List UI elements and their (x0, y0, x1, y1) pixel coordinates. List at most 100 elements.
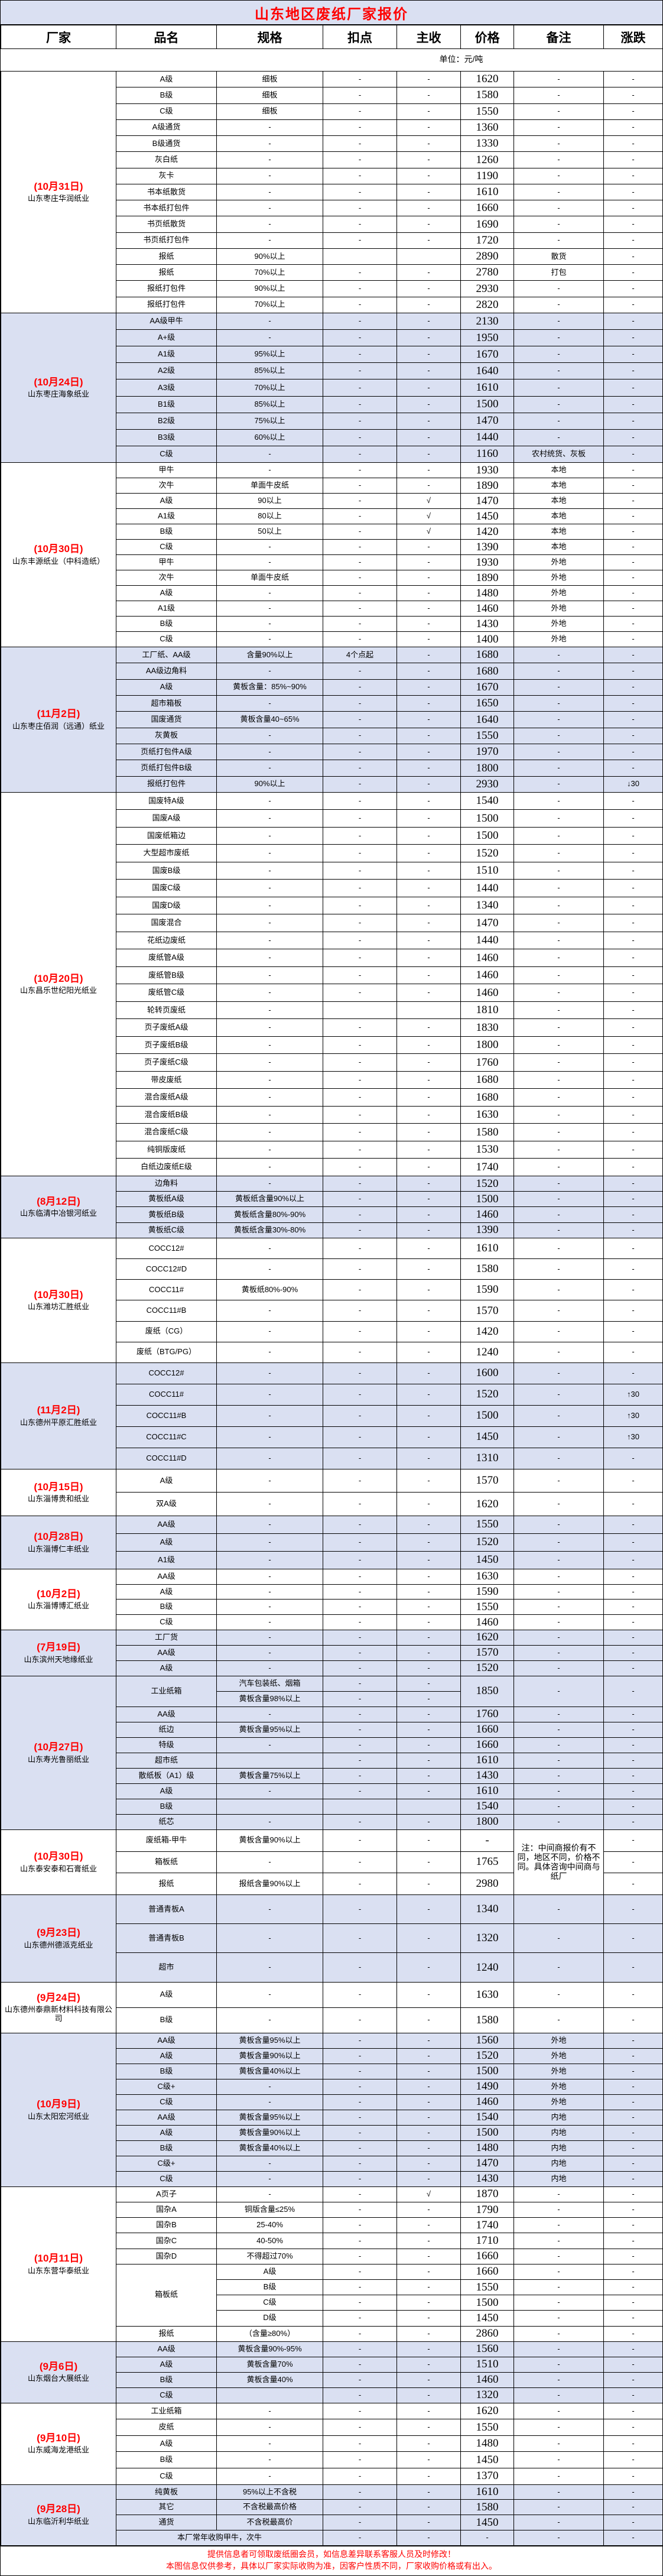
change-cell: - (603, 2048, 663, 2064)
price-cell: 1260 (460, 151, 514, 168)
note-cell: - (514, 1533, 604, 1552)
note-cell: - (514, 1721, 604, 1738)
price-cell: 1720 (460, 232, 514, 249)
price-cell: 1450 (460, 508, 514, 524)
table-row: 报纸打包件 90%以上 - -2930- - (1, 280, 663, 297)
factory-cell: (10月31日) 山东枣庄华润纸业 (1, 71, 116, 313)
deduction-cell: - (323, 2124, 397, 2141)
deduction-cell: - (323, 776, 397, 793)
price-cell: 1610 (460, 1752, 514, 1769)
note-cell: - (514, 1158, 604, 1176)
deduction-cell: - (323, 1515, 397, 1534)
product-cell: 报纸 (116, 264, 217, 281)
price-cell: 1450 (460, 1550, 514, 1569)
spec-cell: - (216, 914, 323, 932)
spec-cell: - (216, 1492, 323, 1516)
table-row: C级 - -1500- - (1, 2295, 663, 2311)
change-cell: - (603, 362, 663, 380)
main-cell: - (396, 1105, 461, 1124)
table-row: A1级 80以上 - √ 1450 本地 - (1, 508, 663, 524)
main-cell (396, 1798, 461, 1815)
main-cell: - (396, 1550, 461, 1569)
main-cell: - (396, 1515, 461, 1534)
header-note: 备注 (514, 25, 604, 49)
main-cell: - (396, 1258, 461, 1280)
main-cell: - (396, 1614, 461, 1630)
note-cell: - (514, 1706, 604, 1722)
spec-cell: - (216, 760, 323, 777)
spec-cell: - (216, 791, 323, 810)
note-cell: - (514, 216, 604, 233)
factory-cell: (10月2日) 山东淄博博汇纸业 (1, 1568, 116, 1630)
deduction-cell: - (323, 1158, 397, 1176)
table-row: (11月2日) 山东枣庄佰润（远通）纸业 工厂纸、AA级 含量90%以上 4个点起 -16… (1, 646, 663, 793)
spec-cell: 75%以上 (216, 412, 323, 430)
table-row: A2级 85%以上 - -1640- - (1, 362, 663, 380)
price-cell: 1520 (460, 1533, 514, 1552)
table-row: 黄板纸C级 黄板纸含量30%-80% - -1390- - (1, 1222, 663, 1238)
product-cell: B级 (116, 1599, 217, 1615)
price-cell: 2980 (460, 1873, 514, 1895)
spec-cell: - (216, 183, 323, 201)
note-cell: - (514, 1018, 604, 1037)
table-row: 通货 不含税最高价 - -1450- - (1, 2515, 663, 2530)
main-cell: - (396, 1404, 461, 1427)
factory-cell: (9月24日) 山东德州泰鼎新材料科技有限公司 (1, 1981, 116, 2033)
table-row: (9月24日) 山东德州泰鼎新材料科技有限公司 A级 - - -1630- - (1, 1981, 663, 2033)
main-cell: - (396, 1675, 461, 1692)
price-cell: 1500 (460, 395, 514, 413)
spec-cell: 细板 (216, 103, 323, 120)
main-cell: - (396, 2233, 461, 2249)
note-cell: - (514, 931, 604, 950)
deduction-cell: - (323, 743, 397, 761)
main-cell: - (396, 826, 461, 845)
product-cell: 双A级 (116, 1492, 217, 1516)
change-cell: - (603, 2468, 663, 2485)
deduction-cell: - (323, 2499, 397, 2516)
deduction-cell: - (323, 2515, 397, 2530)
main-cell: - (396, 1053, 461, 1072)
product-cell: 国杂A (116, 2201, 217, 2218)
change-cell: - (603, 2248, 663, 2264)
main-cell: - (396, 2201, 461, 2218)
main-cell: - (396, 931, 461, 950)
spec-cell: 报纸含量90%以上 (216, 1873, 323, 1895)
product-cell: B级 (116, 87, 217, 104)
product-cell: B级 (116, 523, 217, 540)
product-cell: COCC12#D (116, 1258, 217, 1280)
deduction-cell: - (323, 1829, 397, 1852)
header-price: 价格 (460, 25, 514, 49)
change-cell: - (603, 844, 663, 862)
main-cell: √ (396, 492, 461, 509)
spec-cell: - (216, 1923, 323, 1954)
product-cell: 国废C级 (116, 879, 217, 897)
price-cell: 1765 (460, 1851, 514, 1874)
deduction-cell: - (323, 727, 397, 744)
change-cell: - (603, 826, 663, 845)
deduction-cell: - (323, 1660, 397, 1676)
deduction-cell: - (323, 1175, 397, 1192)
note-cell: 打包 (514, 264, 604, 281)
price-cell: 1620 (460, 1492, 514, 1516)
table-row: 国废B级 - - -1510- - (1, 861, 663, 880)
main-cell: - (396, 462, 461, 478)
note-cell: - (514, 1404, 604, 1427)
main-cell: - (396, 1362, 461, 1384)
deduction-cell: - (323, 1018, 397, 1037)
note-cell: 外地 (514, 2048, 604, 2064)
spec-cell: 黄板纸含量80%-90% (216, 1206, 323, 1223)
note-cell: - (514, 1894, 604, 1925)
product-cell: 书页纸打包件 (116, 232, 217, 249)
note-cell: - (514, 167, 604, 184)
factory-name: 山东德州德派克纸业 (24, 1940, 93, 1949)
update-date: (10月24日) (34, 376, 83, 388)
factory-name: 山东枣庄佰润（远通）纸业 (12, 721, 105, 731)
deduction-cell: - (323, 711, 397, 728)
spec-cell: - (216, 329, 323, 347)
update-date: (10月30日) (34, 1289, 83, 1300)
note-cell: - (514, 1279, 604, 1301)
header-change: 涨跌 (603, 25, 663, 49)
main-cell: - (396, 1123, 461, 1141)
table-row: B级 细板 - -1580- - (1, 87, 663, 104)
spec-cell: - (216, 1894, 323, 1925)
